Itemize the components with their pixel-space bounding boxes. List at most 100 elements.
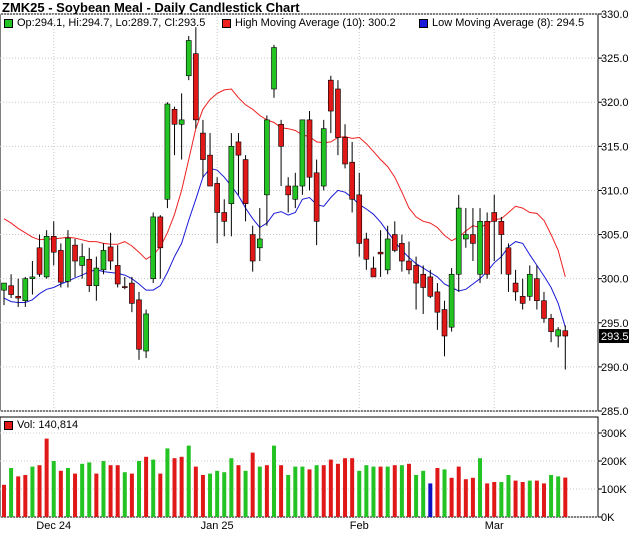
volume-bar xyxy=(115,465,120,517)
candle-body xyxy=(320,128,327,187)
candle-body xyxy=(58,250,64,283)
volume-bar xyxy=(136,461,141,517)
candle-body xyxy=(86,258,93,287)
volume-tick-label: 100K xyxy=(601,484,627,496)
volume-bar xyxy=(144,456,149,517)
candle-body xyxy=(214,183,220,213)
volume-bar xyxy=(257,466,262,517)
volume-bar xyxy=(421,470,426,517)
candle-body xyxy=(100,250,107,271)
candle-body xyxy=(335,88,341,138)
volume-bar xyxy=(172,458,177,517)
chart-title: ZMK25 - Soybean Meal - Daily Candlestick… xyxy=(2,0,300,15)
candle-body xyxy=(242,159,249,204)
candle-body xyxy=(136,299,142,350)
volume-bar xyxy=(485,483,490,517)
volume-bar xyxy=(243,470,248,517)
candle-body xyxy=(377,251,384,255)
volume-bar xyxy=(392,465,397,517)
volume-bar xyxy=(293,466,298,517)
candle-body xyxy=(235,141,242,156)
volume-bar xyxy=(385,466,390,517)
candle-body xyxy=(79,256,85,266)
candle-body xyxy=(399,243,405,262)
candle-body xyxy=(562,330,569,337)
volume-bar xyxy=(129,473,134,517)
candle-body xyxy=(455,207,462,275)
candle-body xyxy=(498,221,505,235)
price-tick-label: 315.0 xyxy=(601,141,629,153)
volume-bar xyxy=(435,468,440,517)
price-tick-label: 305.0 xyxy=(601,230,629,242)
volume-bar xyxy=(563,477,568,517)
candle-body xyxy=(178,119,185,125)
candle-body xyxy=(150,216,157,279)
high-moving-average-line xyxy=(3,88,566,278)
last-price-box xyxy=(599,329,629,344)
volume-bar xyxy=(478,458,483,517)
candle-body xyxy=(370,267,377,278)
legend-high-ma: High Moving Average (10): 300.2 xyxy=(222,16,396,30)
volume-bar xyxy=(406,463,411,517)
candle-body xyxy=(541,300,547,319)
volume-bar xyxy=(73,473,78,517)
volume-bar xyxy=(520,482,525,517)
volume-bar xyxy=(215,470,220,517)
volume-bar xyxy=(264,465,269,517)
candle-body xyxy=(328,79,334,112)
candle-body xyxy=(349,161,355,200)
volume-bar xyxy=(286,475,291,517)
legend-low-ma-text: Low Moving Average (8): 294.5 xyxy=(432,17,585,29)
candle-body xyxy=(427,276,434,297)
volume-bar xyxy=(335,463,340,517)
volume-bar xyxy=(314,465,319,517)
candle-body xyxy=(15,296,22,299)
volume-bar xyxy=(108,465,113,517)
candle-body xyxy=(555,329,561,337)
candle-body xyxy=(22,278,29,302)
volume-panel-frame xyxy=(0,416,599,518)
volume-bar xyxy=(158,473,163,517)
price-tick-label: 310.0 xyxy=(601,185,629,197)
volume-bar xyxy=(250,452,255,517)
x-tick-label: Jan 25 xyxy=(201,520,234,532)
volume-bar xyxy=(414,475,419,517)
x-tick-label: Dec 24 xyxy=(36,520,71,532)
volume-bar xyxy=(321,465,326,517)
volume-bar xyxy=(541,483,546,517)
candle-body xyxy=(271,47,277,90)
candle-body xyxy=(264,119,270,196)
volume-bar xyxy=(506,475,511,517)
candle-body xyxy=(420,273,426,288)
candle-body xyxy=(143,313,149,352)
candle-body xyxy=(384,238,391,271)
volume-bar xyxy=(378,466,383,517)
volume-bar xyxy=(492,482,497,517)
candle-body xyxy=(171,108,178,125)
volume-bar xyxy=(364,465,369,517)
volume-bar xyxy=(499,482,504,517)
volume-bar xyxy=(328,459,333,517)
candle-body xyxy=(512,282,519,293)
volume-bar xyxy=(44,438,49,517)
volume-bar xyxy=(371,466,376,517)
volume-bar xyxy=(527,480,532,517)
volume-bar xyxy=(428,483,433,517)
candle-body xyxy=(72,244,78,262)
candle-body xyxy=(249,234,256,262)
candle-body xyxy=(434,291,441,313)
candle-body xyxy=(164,103,171,200)
volume-bar xyxy=(534,480,539,517)
volume-bar xyxy=(58,470,63,517)
candle-body xyxy=(391,234,398,251)
candle-body xyxy=(448,273,455,328)
volume-bar xyxy=(463,479,468,517)
candle-body xyxy=(256,238,263,249)
candle-body xyxy=(1,282,7,291)
candle-body xyxy=(185,40,192,77)
candle-body xyxy=(114,265,121,285)
price-tick-label: 325.0 xyxy=(601,53,629,65)
volume-bar xyxy=(200,475,205,517)
candle-body xyxy=(107,246,114,262)
